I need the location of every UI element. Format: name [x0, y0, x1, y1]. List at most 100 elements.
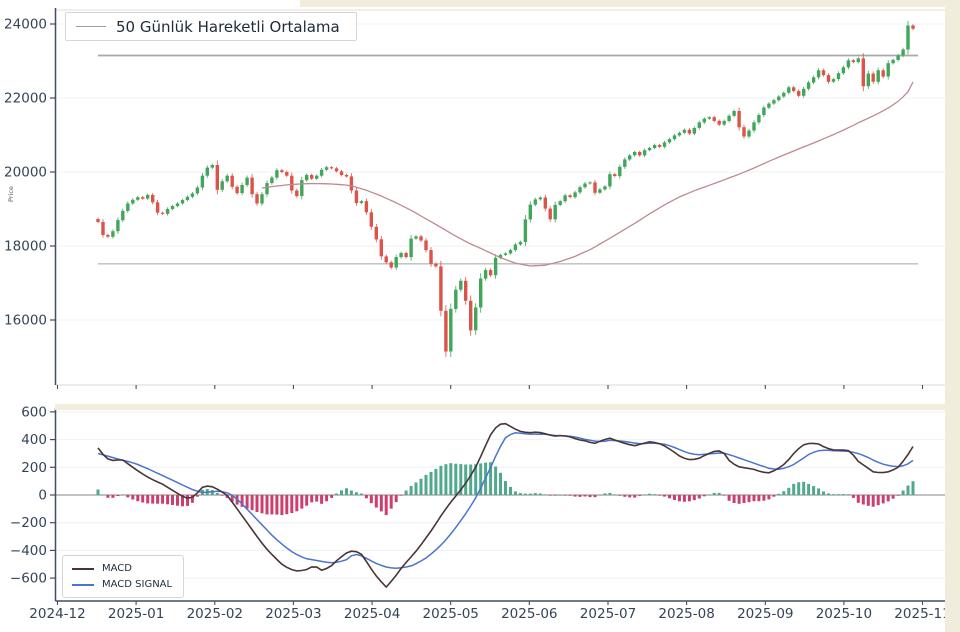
- candle-body: [836, 73, 841, 80]
- macd-histogram-bar: [653, 494, 657, 495]
- candle-body: [533, 199, 537, 205]
- candle-body: [802, 88, 806, 96]
- candle-body: [811, 77, 816, 83]
- candle-body: [613, 174, 617, 176]
- macd-y-tick-label: −600: [10, 571, 47, 587]
- candle-body: [136, 197, 140, 200]
- date-x-tick-label: 2025-06: [501, 606, 557, 622]
- candle-body: [399, 253, 403, 258]
- candle-body: [459, 280, 463, 290]
- macd-histogram-bar: [121, 494, 125, 496]
- macd-histogram-bar: [335, 493, 338, 495]
- macd-histogram-bar: [593, 495, 597, 498]
- date-x-tick-label: 2024-12: [29, 606, 85, 622]
- macd-histogram-bar: [116, 495, 120, 496]
- figure-border-top: [300, 0, 960, 7]
- macd-histogram-bar: [389, 495, 393, 509]
- macd-histogram-bar: [891, 495, 895, 499]
- candle-body: [250, 177, 254, 195]
- candle-body: [374, 226, 378, 240]
- candle-body: [528, 204, 532, 220]
- macd-histogram-bar: [111, 495, 115, 498]
- macd-histogram-bar: [454, 463, 458, 495]
- candle-body: [369, 212, 373, 227]
- macd-histogram-bar: [474, 464, 478, 495]
- macd-line: [97, 422, 914, 589]
- candle-body: [394, 257, 398, 268]
- candle-body: [628, 155, 632, 160]
- candle-body: [657, 145, 662, 147]
- candle-body: [742, 127, 746, 137]
- macd-signal-line: [97, 432, 914, 569]
- macd-histogram-bar: [638, 495, 642, 496]
- price-axis-label: Price: [7, 186, 15, 202]
- candle-body: [792, 87, 796, 91]
- ma50-line: [261, 81, 914, 267]
- price-y-tick-label: 24000: [4, 17, 47, 33]
- candle-body: [752, 122, 756, 131]
- candle-body: [876, 70, 880, 82]
- candle-body: [633, 152, 637, 156]
- candle-body: [116, 220, 120, 232]
- macd-histogram-bar: [464, 464, 468, 495]
- macd-histogram-bar: [598, 494, 602, 496]
- macd-histogram-bar: [315, 495, 319, 502]
- macd-histogram-bar: [275, 495, 279, 515]
- candle-body: [558, 201, 562, 205]
- price-y-tick-label: 18000: [4, 239, 47, 255]
- macd-histogram-bar: [777, 493, 781, 495]
- macd-histogram-bar: [722, 495, 726, 496]
- candle-body: [404, 253, 408, 258]
- macd-histogram-bar: [618, 495, 622, 496]
- macd-histogram-bar: [692, 495, 696, 501]
- candle-body: [772, 100, 776, 104]
- macd-histogram-bar: [677, 495, 681, 502]
- candle-body: [906, 25, 910, 50]
- macd-histogram-bar: [528, 493, 532, 495]
- macd-histogram-bar: [841, 494, 845, 495]
- macd-histogram-bar: [901, 490, 905, 495]
- candle-body: [424, 240, 428, 251]
- candle-body: [662, 142, 667, 147]
- candle-body: [131, 199, 135, 204]
- macd-histogram-bar: [106, 495, 110, 498]
- macd-histogram-bar: [131, 495, 135, 500]
- candle-body: [364, 201, 369, 213]
- candle-body: [851, 60, 856, 63]
- macd-histogram-bar: [802, 481, 806, 495]
- macd-histogram-bar: [757, 495, 761, 502]
- macd-histogram-bar: [553, 495, 557, 496]
- candle-body: [896, 55, 900, 60]
- candle-body: [449, 308, 453, 352]
- candle-body: [295, 190, 299, 197]
- candle-body: [160, 212, 165, 214]
- macd-histogram-bar: [379, 495, 383, 512]
- candle-body: [310, 175, 314, 179]
- macd-histogram-bar: [643, 494, 647, 496]
- candle-body: [518, 241, 523, 245]
- macd-histogram-bar: [345, 488, 348, 495]
- figure-border-middle: [55, 404, 960, 410]
- candle-body: [757, 115, 761, 123]
- macd-histogram-bar: [414, 482, 418, 495]
- candle-body: [414, 236, 418, 239]
- macd-signal-legend-row: MACD SIGNAL: [72, 579, 172, 590]
- candle-body: [493, 257, 498, 276]
- candle-body: [841, 67, 846, 74]
- macd-y-tick-label: −400: [10, 543, 47, 559]
- candle-body: [687, 129, 692, 134]
- candle-body: [260, 194, 264, 204]
- macd-histogram-bar: [558, 495, 562, 496]
- candle-body: [339, 171, 344, 175]
- macd-histogram-bar: [504, 481, 507, 495]
- macd-histogram-bar: [434, 468, 438, 495]
- macd-histogram-bar: [424, 474, 428, 495]
- candle-body: [717, 120, 721, 125]
- macd-histogram-bar: [384, 495, 388, 516]
- macd-histogram-bar: [727, 495, 731, 501]
- candle-body: [334, 168, 339, 172]
- macd-legend-row: MACD: [72, 563, 172, 574]
- macd-histogram-bar: [807, 484, 811, 495]
- macd-histogram-bar: [409, 486, 413, 495]
